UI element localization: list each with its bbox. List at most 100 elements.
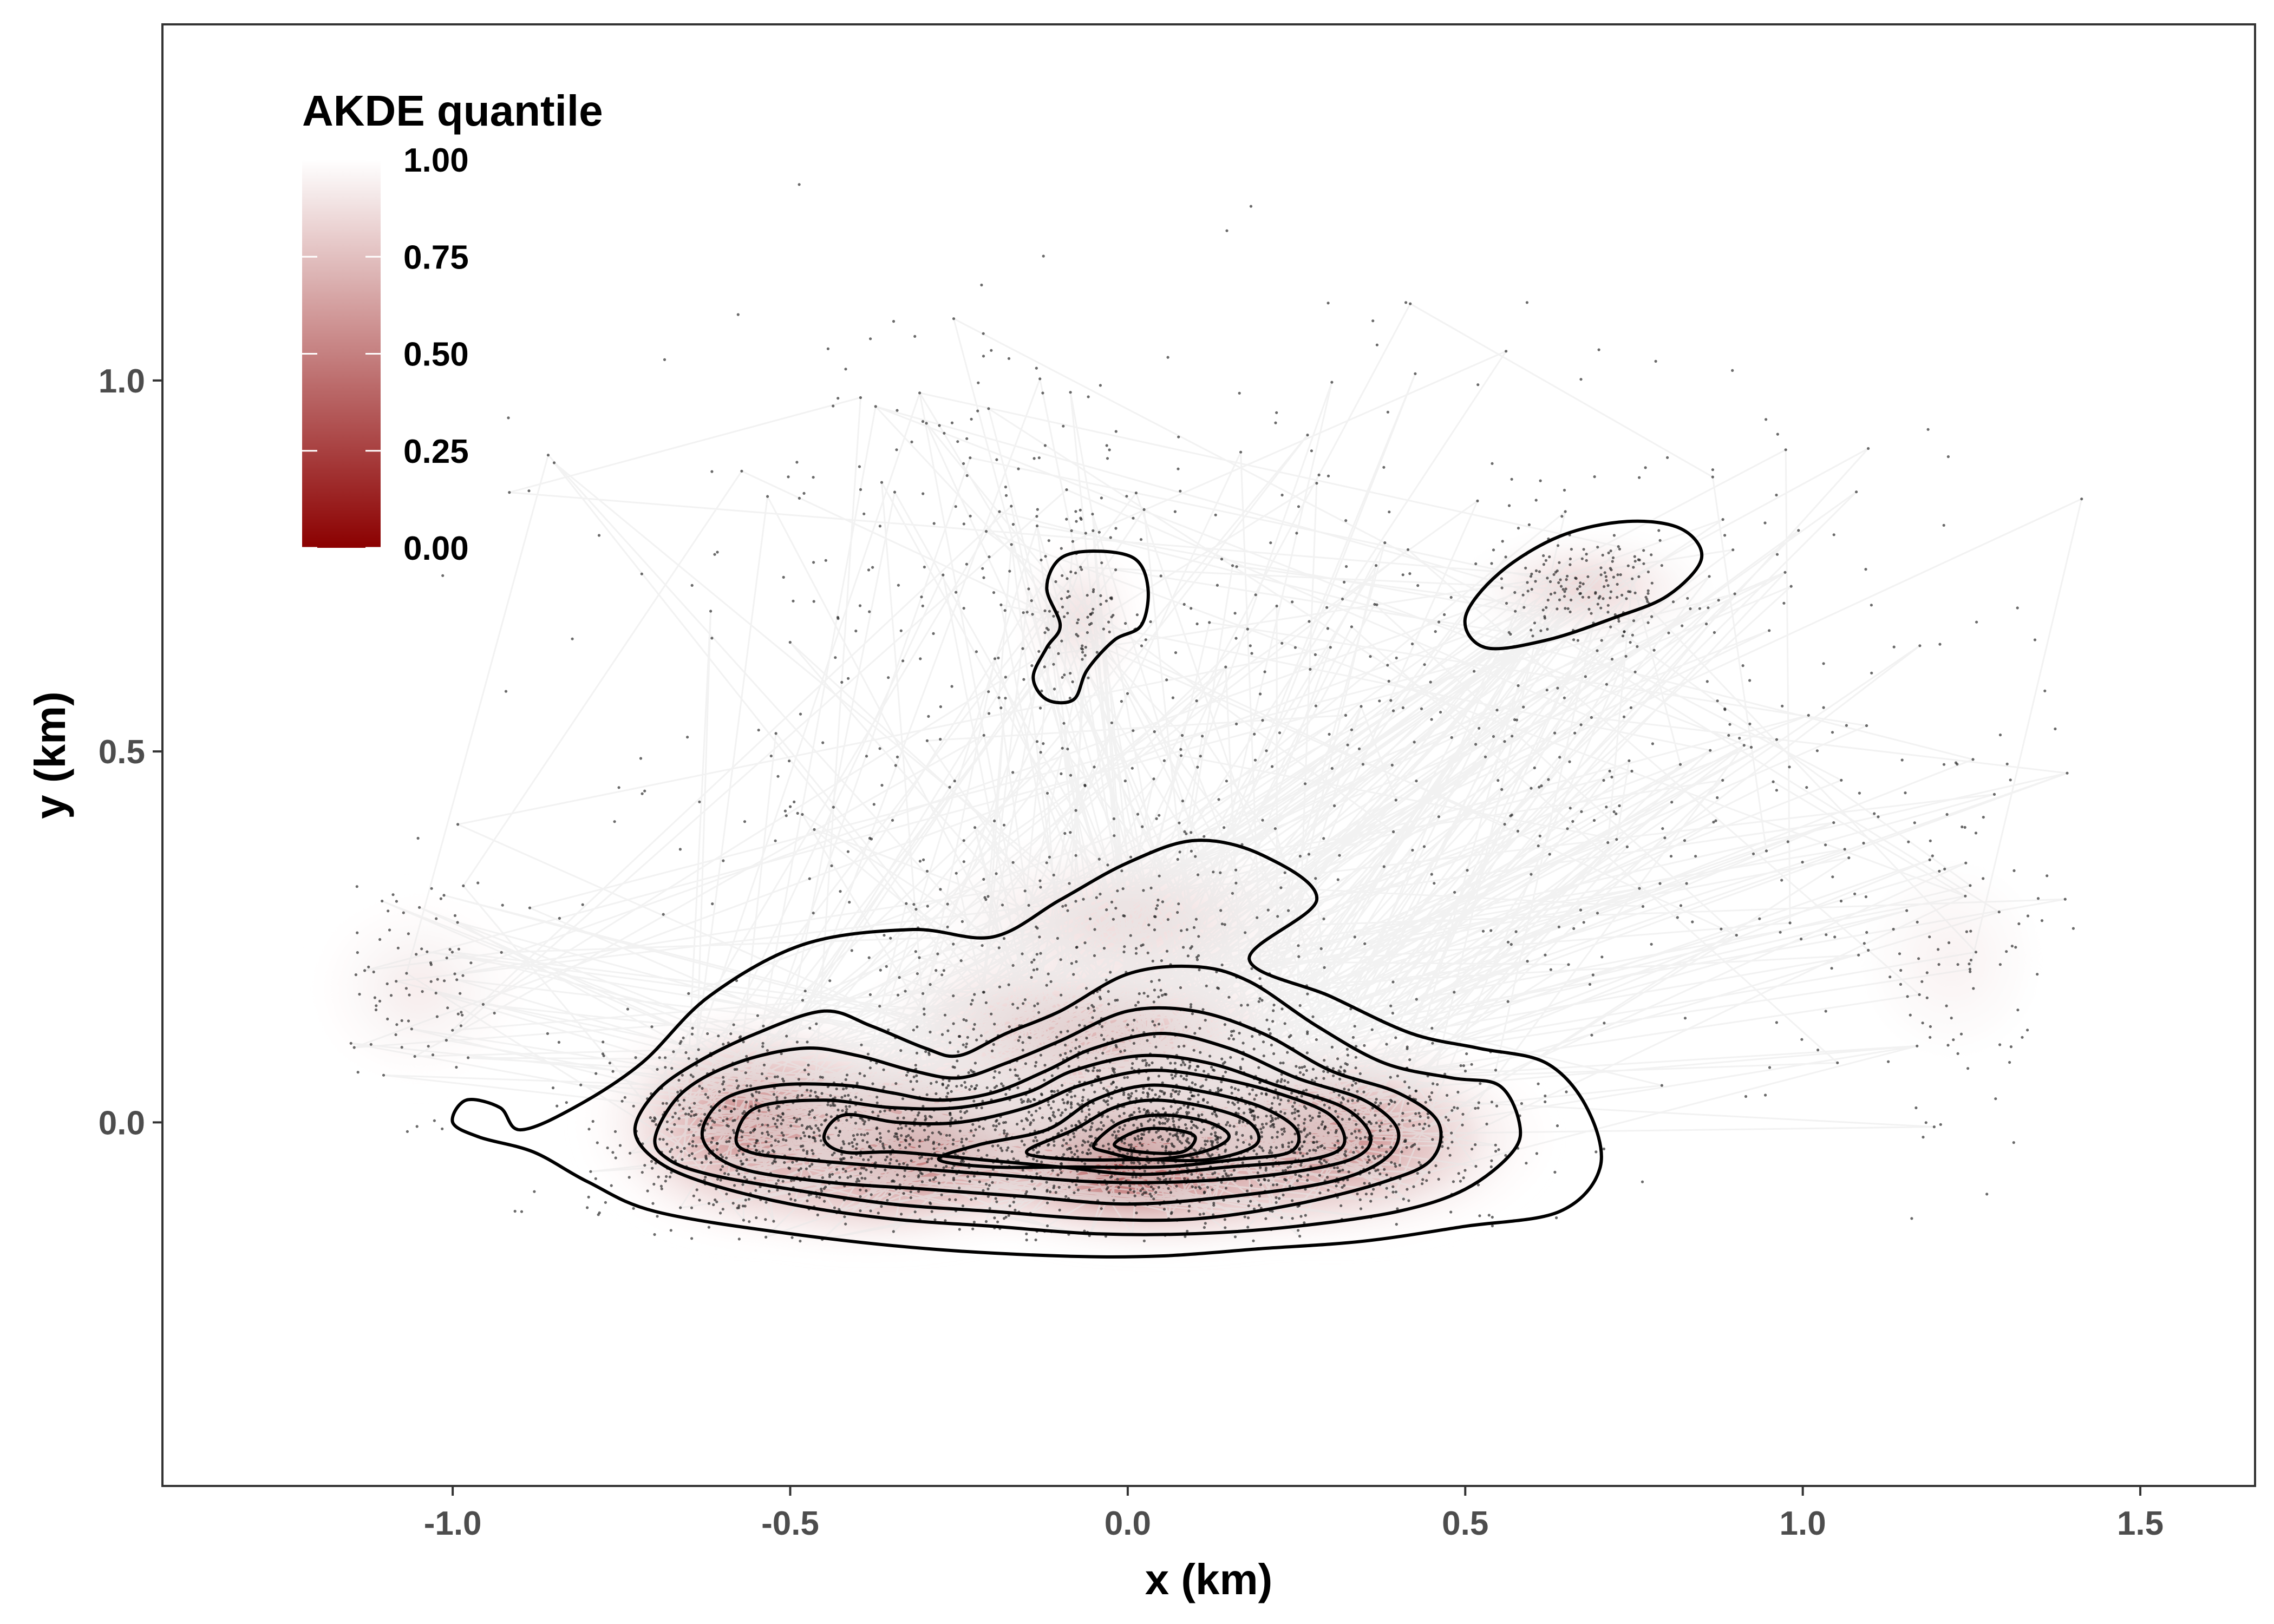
location-point <box>1386 410 1389 414</box>
location-point <box>952 1022 955 1025</box>
location-point <box>1045 791 1049 795</box>
location-point <box>1123 1076 1126 1079</box>
location-point <box>2026 1029 2029 1032</box>
location-point <box>1186 1137 1190 1140</box>
location-point <box>2021 1036 2024 1039</box>
location-point <box>687 1112 690 1116</box>
location-point <box>932 1178 935 1181</box>
location-point <box>1463 1169 1467 1172</box>
location-point <box>1179 986 1182 990</box>
location-point <box>909 1196 912 1200</box>
location-point <box>1391 1012 1394 1015</box>
location-point <box>1608 769 1611 772</box>
location-point <box>1093 1009 1096 1012</box>
location-point <box>860 1043 863 1046</box>
location-point <box>1877 815 1880 818</box>
location-point <box>1287 1141 1290 1144</box>
location-point <box>1198 968 1201 972</box>
location-point <box>982 332 985 335</box>
location-point <box>1461 1112 1465 1116</box>
location-point <box>565 1101 568 1104</box>
location-point <box>1336 1139 1339 1143</box>
location-point <box>1553 591 1557 594</box>
location-point <box>718 1109 721 1112</box>
location-point <box>1621 634 1625 638</box>
location-point <box>1250 967 1253 970</box>
x-tick-label: 0.5 <box>1442 1505 1488 1542</box>
location-point <box>1223 1023 1226 1026</box>
location-point <box>1343 1184 1346 1187</box>
location-point <box>1971 758 1975 761</box>
location-point <box>1708 575 1711 578</box>
location-point <box>1195 699 1198 703</box>
location-point <box>850 1156 853 1159</box>
location-point <box>1815 749 1819 752</box>
location-point <box>1322 1077 1325 1080</box>
location-point <box>1182 946 1185 949</box>
location-point <box>1345 565 1348 568</box>
location-point <box>1142 508 1146 512</box>
location-point <box>740 469 743 473</box>
location-point <box>1248 1092 1251 1096</box>
location-point <box>949 1041 952 1044</box>
location-point <box>1071 680 1074 684</box>
location-point <box>433 1119 436 1122</box>
location-point <box>894 1082 898 1085</box>
location-point <box>1963 826 1966 829</box>
location-point <box>1258 1194 1261 1198</box>
location-point <box>730 1110 733 1113</box>
location-point <box>1530 588 1533 591</box>
location-point <box>1092 590 1095 593</box>
location-point <box>1257 1178 1260 1182</box>
location-point <box>528 906 532 909</box>
location-point <box>1087 395 1090 398</box>
location-point <box>1832 821 1835 824</box>
location-point <box>693 1102 696 1105</box>
location-point <box>1370 1028 1374 1031</box>
location-point <box>858 1072 861 1075</box>
location-point <box>1557 544 1560 547</box>
location-point <box>739 1035 742 1038</box>
location-point <box>682 1107 685 1110</box>
location-point <box>1021 1049 1024 1052</box>
location-point <box>982 734 985 737</box>
location-point <box>1604 575 1608 578</box>
location-point <box>867 568 871 572</box>
location-point <box>1054 580 1057 584</box>
location-point <box>1114 1044 1118 1047</box>
location-point <box>930 1157 933 1160</box>
location-point <box>1303 1065 1306 1068</box>
location-point <box>1056 937 1059 940</box>
location-point <box>1298 1174 1301 1177</box>
location-point <box>1034 1238 1037 1242</box>
location-point <box>1147 1111 1150 1115</box>
location-point <box>765 1077 768 1080</box>
location-point <box>911 1138 914 1142</box>
location-point <box>1889 975 1892 979</box>
location-point <box>995 1084 998 1088</box>
location-point <box>1516 829 1520 833</box>
location-point <box>1219 1089 1223 1092</box>
location-point <box>984 1220 988 1223</box>
location-point <box>1318 1191 1322 1195</box>
location-point <box>1191 1107 1195 1110</box>
location-point <box>1206 1101 1209 1104</box>
location-point <box>695 1144 698 1148</box>
location-point <box>1022 1002 1025 1005</box>
location-point <box>628 1176 631 1179</box>
location-point <box>710 470 714 473</box>
location-point <box>1390 1100 1394 1103</box>
location-point <box>1566 827 1569 830</box>
location-point <box>1596 912 1599 915</box>
location-point <box>979 1034 983 1037</box>
location-point <box>1081 1143 1084 1147</box>
location-point <box>656 1068 659 1071</box>
location-point <box>1422 845 1426 848</box>
location-point <box>611 1151 615 1154</box>
location-point <box>1867 948 1870 952</box>
location-point <box>715 1200 718 1203</box>
location-point <box>1164 1146 1168 1150</box>
location-point <box>1132 1147 1135 1150</box>
location-point <box>737 1084 740 1088</box>
location-point <box>776 1118 779 1122</box>
